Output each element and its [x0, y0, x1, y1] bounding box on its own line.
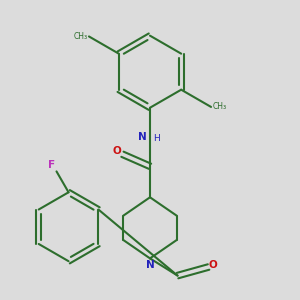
Text: F: F — [48, 160, 56, 170]
Text: H: H — [153, 134, 160, 143]
Text: CH₃: CH₃ — [213, 102, 227, 111]
Text: O: O — [209, 260, 218, 270]
Text: N: N — [146, 260, 154, 270]
Text: N: N — [138, 132, 146, 142]
Text: CH₃: CH₃ — [73, 32, 87, 41]
Text: O: O — [112, 146, 121, 156]
